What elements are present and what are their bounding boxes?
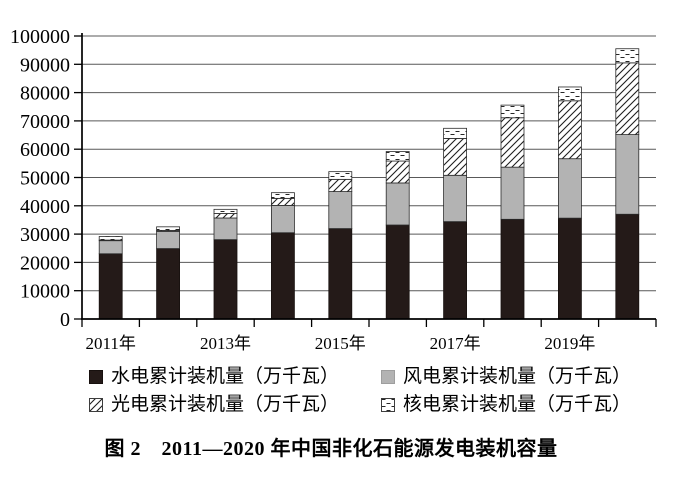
bar-segment-hydro [443, 221, 468, 320]
bars [98, 48, 640, 320]
y-tick-label: 90000 [20, 54, 70, 76]
stacked-bar-chart: 0 10000 20000 30000 40000 50000 60000 70000 8000… [10, 26, 657, 353]
bar-segment-nuclear [156, 226, 181, 231]
y-tick-label: 10000 [20, 281, 70, 303]
bar-segment-wind [558, 158, 582, 219]
legend-label-solar: 光电累计装机量（万千瓦） [111, 394, 340, 415]
axes [74, 33, 657, 327]
x-tick-label: 2019年 [544, 334, 595, 353]
bar-segment-hydro [328, 228, 353, 320]
bar-segment-solar [615, 62, 640, 135]
x-tick-label: 2013年 [200, 334, 251, 353]
legend-swatch-wind [381, 369, 395, 384]
bar-segment-nuclear [500, 104, 525, 119]
bar-segment-nuclear [615, 48, 640, 64]
bar-segment-wind [385, 182, 410, 226]
x-tick-label: 2011年 [86, 334, 136, 353]
legend-item-solar: 光电累计装机量（万千瓦） [89, 395, 381, 414]
legend-swatch-hydro [89, 369, 103, 384]
bar-segment-solar [270, 197, 295, 206]
legend-label-hydro: 水电累计装机量（万千瓦） [111, 366, 340, 387]
bar-segment-hydro [615, 213, 640, 320]
y-tick-label: 20000 [20, 252, 70, 274]
legend-label-wind: 风电累计装机量（万千瓦） [403, 366, 632, 387]
bar-segment-nuclear [270, 192, 295, 199]
legend-item-nuclear: 核电累计装机量（万千瓦） [381, 395, 700, 414]
bar-segment-wind [270, 204, 295, 234]
y-tick-label: 80000 [20, 83, 70, 105]
axis-labels: 0 10000 20000 30000 40000 50000 60000 70000 8000… [10, 26, 595, 353]
bar-segment-nuclear [98, 236, 123, 241]
legend-swatch-solar [89, 397, 103, 412]
legend: 水电累计装机量（万千瓦） 风电累计装机量（万千瓦） 光电累计装机量（万千瓦） 核电累计… [0, 367, 700, 414]
bar-segment-solar [443, 138, 468, 176]
y-tick-label: 40000 [20, 196, 70, 218]
bar-segment-nuclear [443, 127, 468, 139]
y-tick-label: 30000 [20, 224, 70, 246]
bar-segment-wind [98, 240, 123, 255]
bar-segment-solar [558, 100, 582, 160]
bar-segment-hydro [500, 218, 525, 320]
y-tick-label: 70000 [20, 111, 70, 133]
bar-segment-solar [385, 160, 410, 184]
figure-caption: 图 2 2011—2020 年中国非化石能源发电装机容量 [104, 438, 558, 460]
bar-segment-nuclear [385, 151, 410, 162]
bar-segment-hydro [385, 224, 410, 320]
legend-swatch-nuclear [381, 397, 395, 412]
bar-segment-wind [615, 134, 640, 215]
legend-label-nuclear: 核电累计装机量（万千瓦） [403, 394, 632, 415]
bar-segment-nuclear [328, 171, 353, 180]
y-tick-label: 50000 [20, 168, 70, 190]
bar-segment-solar [500, 117, 525, 168]
bar-segment-solar [213, 213, 238, 219]
legend-item-hydro: 水电累计装机量（万千瓦） [89, 367, 381, 386]
bar-segment-nuclear [558, 86, 582, 102]
x-tick-label: 2015年 [315, 334, 366, 353]
bar-segment-solar [328, 178, 353, 192]
bar-segment-hydro [98, 253, 123, 320]
bar-segment-wind [328, 191, 353, 229]
y-tick-label: 0 [60, 309, 70, 331]
bar-segment-wind [443, 174, 468, 223]
bar-segment-nuclear [213, 208, 238, 214]
bar-segment-hydro [213, 239, 238, 320]
y-tick-label: 100000 [10, 26, 70, 48]
bar-segment-wind [500, 166, 525, 220]
bar-segment-hydro [558, 217, 582, 320]
bar-segment-wind [156, 230, 181, 249]
bar-segment-hydro [156, 248, 181, 320]
y-tick-label: 60000 [20, 139, 70, 161]
legend-item-wind: 风电累计装机量（万千瓦） [381, 367, 700, 386]
bar-segment-hydro [270, 232, 295, 320]
bar-segment-wind [213, 217, 238, 241]
x-tick-label: 2017年 [430, 334, 481, 353]
